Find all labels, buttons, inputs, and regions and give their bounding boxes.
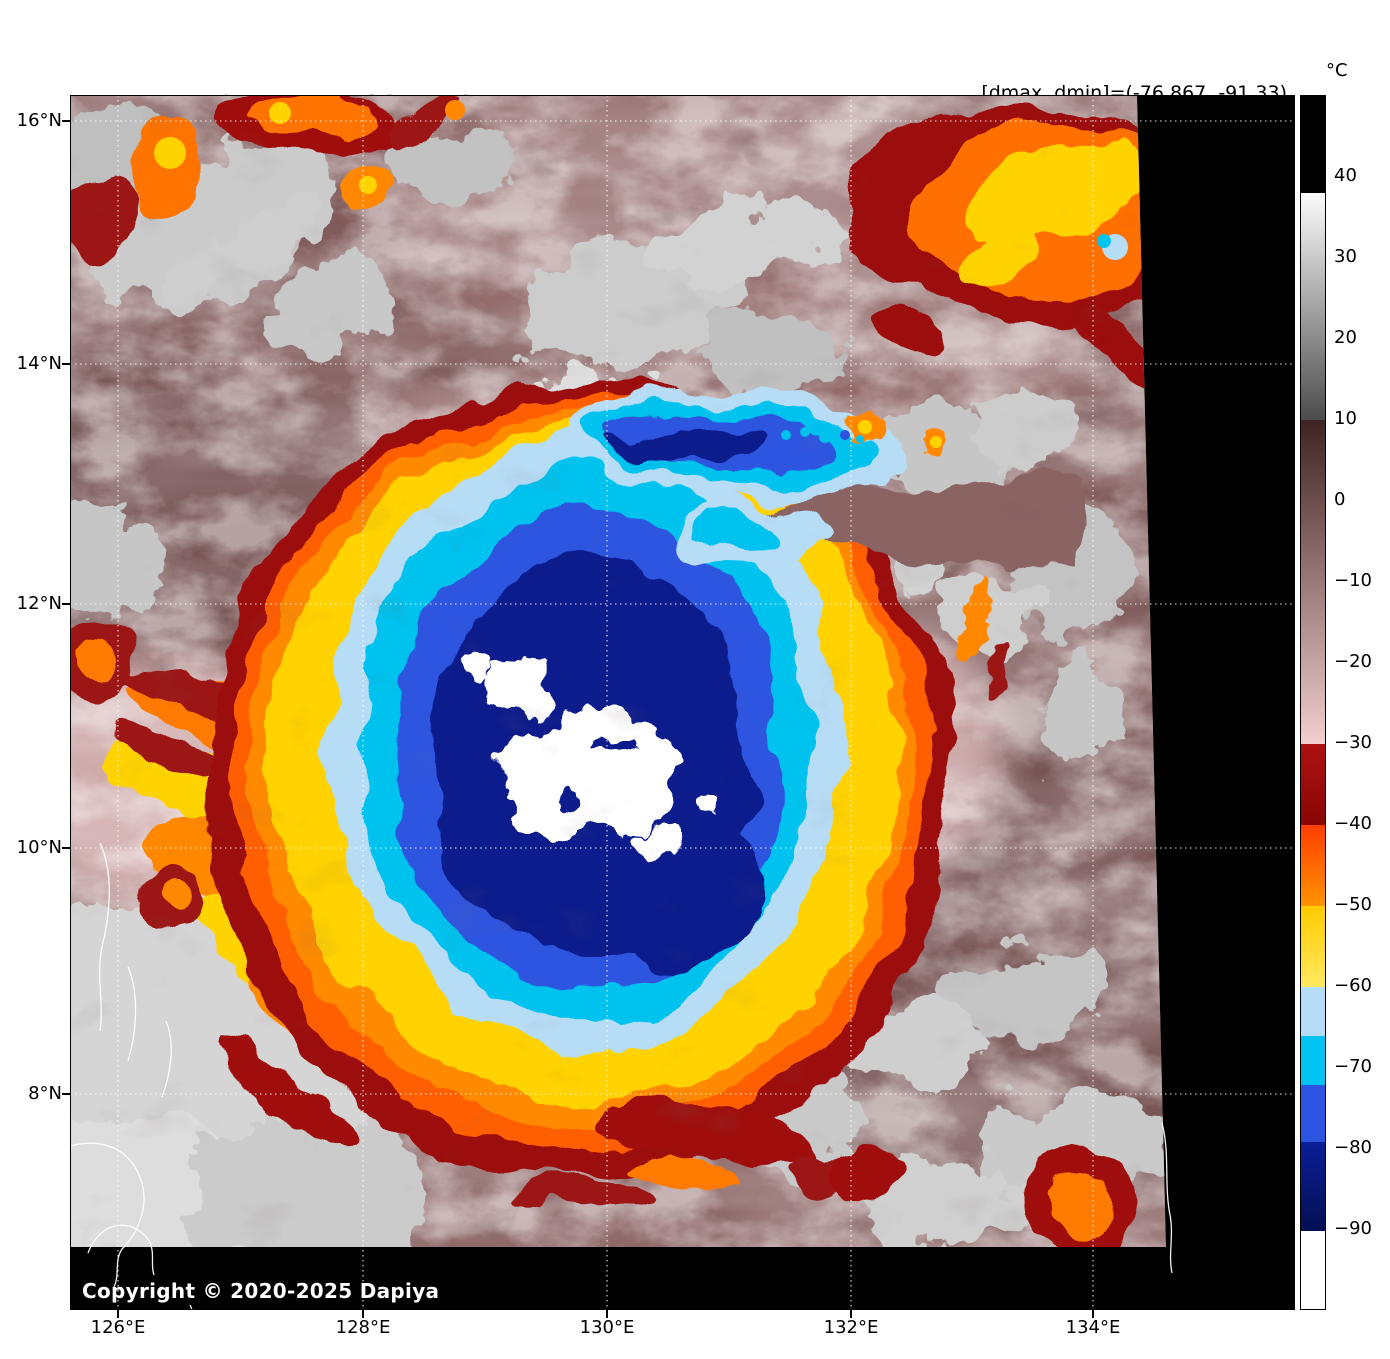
colorbar-tick-label: 20 (1334, 327, 1357, 348)
colorbar-segment-white (1301, 1231, 1325, 1309)
lon-tick-label: 134°E (1065, 1317, 1121, 1338)
lat-tick-label: 14°N (16, 353, 62, 374)
lat-tick-label: 10°N (16, 837, 62, 858)
colorbar-segment-gray (1301, 193, 1325, 420)
x-axis-tick (606, 1310, 608, 1318)
colorbar-segment-brown (1301, 420, 1325, 744)
y-axis-tick (62, 1093, 70, 1095)
colorbar-segment-darkred (1301, 744, 1325, 825)
colorbar-segment-orange (1301, 825, 1325, 906)
colorbar-tick-label: 10 (1334, 408, 1357, 429)
colorbar-tick-label: −20 (1334, 651, 1372, 672)
colorbar-tick-label: −80 (1334, 1137, 1372, 1158)
x-axis-tick (1092, 1310, 1094, 1318)
colorbar-tick-label: 0 (1334, 489, 1346, 510)
colorbar-segment-navy (1301, 1142, 1325, 1231)
x-axis-tick (850, 1310, 852, 1318)
colorbar-tick-label: −50 (1334, 894, 1372, 915)
gridlines (70, 95, 1295, 1310)
colorbar (1300, 95, 1326, 1310)
colorbar-tick-label: −40 (1334, 813, 1372, 834)
colorbar-tick-label: −70 (1334, 1056, 1372, 1077)
satellite-map (70, 95, 1295, 1310)
lon-tick-label: 132°E (823, 1317, 879, 1338)
lat-tick-label: 16°N (16, 110, 62, 131)
colorbar-tick-label: −90 (1334, 1218, 1372, 1239)
colorbar-unit-label: °C (1326, 60, 1348, 81)
colorbar-segment-cyan (1301, 1036, 1325, 1085)
y-axis-tick (62, 603, 70, 605)
coastlines (70, 842, 1173, 1310)
colorbar-tick-label: −60 (1334, 975, 1372, 996)
colorbar-tick-label: 30 (1334, 246, 1357, 267)
lat-tick-label: 8°N (28, 1083, 62, 1104)
colorbar-tick-label: −30 (1334, 732, 1372, 753)
satellite-data-region (70, 95, 1166, 1247)
colorbar-tick-label: −10 (1334, 570, 1372, 591)
y-axis-tick (62, 120, 70, 122)
y-axis-tick (62, 363, 70, 365)
y-axis-tick (62, 847, 70, 849)
colorbar-segment-paleblue (1301, 987, 1325, 1036)
lon-tick-label: 130°E (579, 1317, 635, 1338)
lon-tick-label: 126°E (90, 1317, 146, 1338)
satellite-map-svg (70, 95, 1295, 1310)
x-axis-tick (362, 1310, 364, 1318)
lat-tick-label: 12°N (16, 593, 62, 614)
colorbar-segment-black (1301, 96, 1325, 193)
colorbar-segment-yellow (1301, 906, 1325, 987)
copyright-label: Copyright © 2020-2025 Dapiya (82, 1279, 440, 1303)
x-axis-tick (117, 1310, 119, 1318)
lon-tick-label: 128°E (335, 1317, 391, 1338)
colorbar-tick-label: 40 (1334, 165, 1357, 186)
colorbar-segment-blue (1301, 1085, 1325, 1142)
